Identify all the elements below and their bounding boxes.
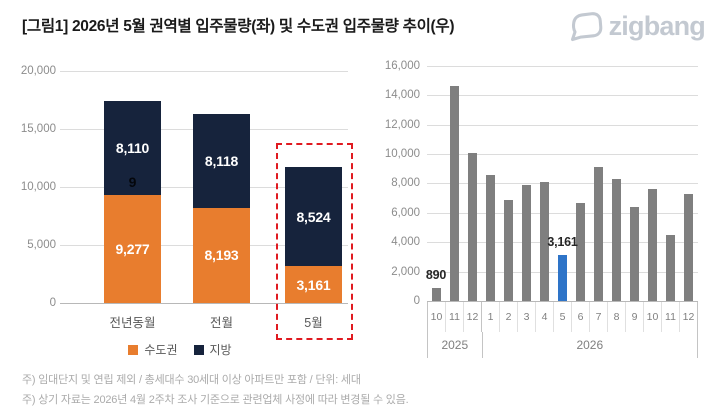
bar-value-label: 8,524 bbox=[296, 208, 331, 225]
month-label: 6 bbox=[572, 302, 590, 332]
bar bbox=[594, 167, 604, 301]
bar bbox=[630, 206, 640, 301]
y-axis-tick-label: 12,000 bbox=[384, 118, 420, 131]
bar-segment-수도권: 8,193 bbox=[193, 207, 250, 303]
grid-line bbox=[427, 183, 698, 185]
month-label: 11 bbox=[662, 302, 680, 332]
legend-label-수도권: 수도권 bbox=[144, 343, 178, 357]
footnote-2: 주) 상기 자료는 2026년 4월 2주차 조사 기준으로 관련업체 사정에 … bbox=[22, 394, 409, 406]
bar-segment-지방: 8,524 bbox=[285, 167, 342, 267]
footnote-1: 주) 임대단지 및 연립 제외 / 총세대수 30세대 이상 아파트만 포함 /… bbox=[22, 374, 361, 386]
legend-item-수도권: 수도권 bbox=[128, 341, 178, 358]
bar-value-label: 3,161 bbox=[296, 276, 331, 293]
month-label: 1 bbox=[482, 302, 500, 332]
grid-line bbox=[427, 212, 698, 214]
y-axis-tick-label: 8,000 bbox=[391, 177, 420, 190]
month-row: 10 11 12 1 2 3 4 5 6 7 8 9 10 11 12 bbox=[427, 302, 698, 332]
grid-line bbox=[60, 71, 348, 72]
legend: 수도권 지방 bbox=[0, 341, 360, 358]
y-axis-tick-label: 10,000 bbox=[384, 148, 420, 160]
bar bbox=[684, 193, 694, 301]
y-axis-tick-label: 16,000 bbox=[384, 59, 420, 72]
stray-digit-label: 9 bbox=[128, 174, 137, 191]
bar-value-label: 8,193 bbox=[204, 247, 239, 264]
bar bbox=[576, 202, 586, 301]
bar bbox=[467, 152, 477, 301]
category-label: 5월 bbox=[304, 316, 323, 330]
bar bbox=[431, 287, 441, 301]
grid-line bbox=[427, 154, 698, 155]
zigbang-logo-text: zigbang bbox=[608, 11, 706, 41]
month-label: 10 bbox=[644, 302, 662, 332]
bar bbox=[539, 181, 549, 301]
month-label: 2 bbox=[500, 302, 518, 332]
month-label: 4 bbox=[536, 302, 554, 332]
grid-line bbox=[427, 65, 698, 67]
bar-value-label: 8,110 bbox=[115, 140, 150, 157]
zigbang-logo-icon bbox=[570, 12, 602, 42]
point-value-label: 3,161 bbox=[547, 234, 578, 249]
category-label: 전월 bbox=[209, 316, 234, 330]
bar-segment-수도권: 3,161 bbox=[285, 266, 342, 303]
year-row: 2025 2026 bbox=[427, 332, 698, 358]
legend-label-지방: 지방 bbox=[209, 343, 232, 357]
right-chart-trend-bars: 0 2,000 4,000 6,000 8,000 10,000 12,000 14,000 1… bbox=[360, 0, 719, 360]
month-label: 9 bbox=[626, 302, 644, 332]
zigbang-logo: zigbang bbox=[568, 8, 706, 44]
bar bbox=[666, 234, 676, 301]
grid-line bbox=[427, 124, 698, 126]
y-axis-tick-label: 5,000 bbox=[27, 239, 56, 251]
bar-segment-지방: 8,110 bbox=[104, 101, 161, 196]
month-label: 10 bbox=[427, 302, 446, 332]
month-label: 12 bbox=[680, 302, 698, 332]
figure-title: [그림1] 2026년 5월 권역별 입주물량(좌) 및 수도권 입주물량 추이… bbox=[22, 18, 455, 35]
bar-segment-수도권: 9,277 bbox=[104, 195, 161, 303]
grid-line bbox=[427, 242, 698, 244]
bar bbox=[449, 86, 459, 301]
month-label: 11 bbox=[446, 302, 464, 332]
bar-highlighted-may bbox=[558, 254, 567, 301]
x-axis-table: 10 11 12 1 2 3 4 5 6 7 8 9 10 11 12 2025 2026 bbox=[427, 301, 698, 358]
month-label: 8 bbox=[608, 302, 626, 332]
left-chart-stacked-bars: 0 5,000 10,000 15,000 20,000 9,277 8,110 전년동월 8,… bbox=[0, 0, 360, 360]
y-axis-tick-label: 15,000 bbox=[20, 123, 56, 135]
month-label: 3 bbox=[518, 302, 536, 332]
bar bbox=[503, 199, 513, 301]
bar-value-label: 9,277 bbox=[115, 241, 150, 258]
y-axis-tick-label: 6,000 bbox=[391, 206, 420, 219]
bar bbox=[485, 175, 495, 301]
legend-swatch-수도권 bbox=[128, 344, 139, 355]
bar bbox=[521, 184, 531, 301]
grid-line bbox=[427, 95, 698, 97]
bar bbox=[612, 178, 622, 301]
bar-segment-지방: 8,118 bbox=[193, 113, 250, 208]
month-label: 5 bbox=[554, 302, 572, 332]
year-label: 2026 bbox=[483, 332, 698, 358]
bar bbox=[648, 189, 658, 301]
y-axis-tick-label: 0 bbox=[49, 297, 56, 309]
y-axis-tick-label: 10,000 bbox=[20, 181, 56, 193]
y-axis-tick-label: 20,000 bbox=[20, 65, 56, 77]
bar-value-label: 8,118 bbox=[204, 152, 239, 169]
y-axis-tick-label: 2,000 bbox=[391, 265, 420, 278]
year-label: 2025 bbox=[427, 332, 483, 358]
y-axis-tick-label: 14,000 bbox=[384, 89, 420, 102]
y-axis-tick-label: 4,000 bbox=[391, 236, 420, 249]
month-label: 7 bbox=[590, 302, 608, 332]
month-label: 12 bbox=[464, 302, 482, 332]
footnotes: 주) 임대단지 및 연립 제외 / 총세대수 30세대 이상 아파트만 포함 /… bbox=[22, 370, 409, 410]
legend-swatch-지방 bbox=[193, 344, 204, 355]
point-value-label: 890 bbox=[425, 267, 447, 282]
y-axis-tick-label: 0 bbox=[413, 295, 420, 307]
legend-item-지방: 지방 bbox=[193, 341, 232, 358]
highlight-box-may bbox=[276, 143, 353, 340]
x-axis-line bbox=[60, 303, 348, 304]
category-label: 전년동월 bbox=[109, 316, 156, 330]
